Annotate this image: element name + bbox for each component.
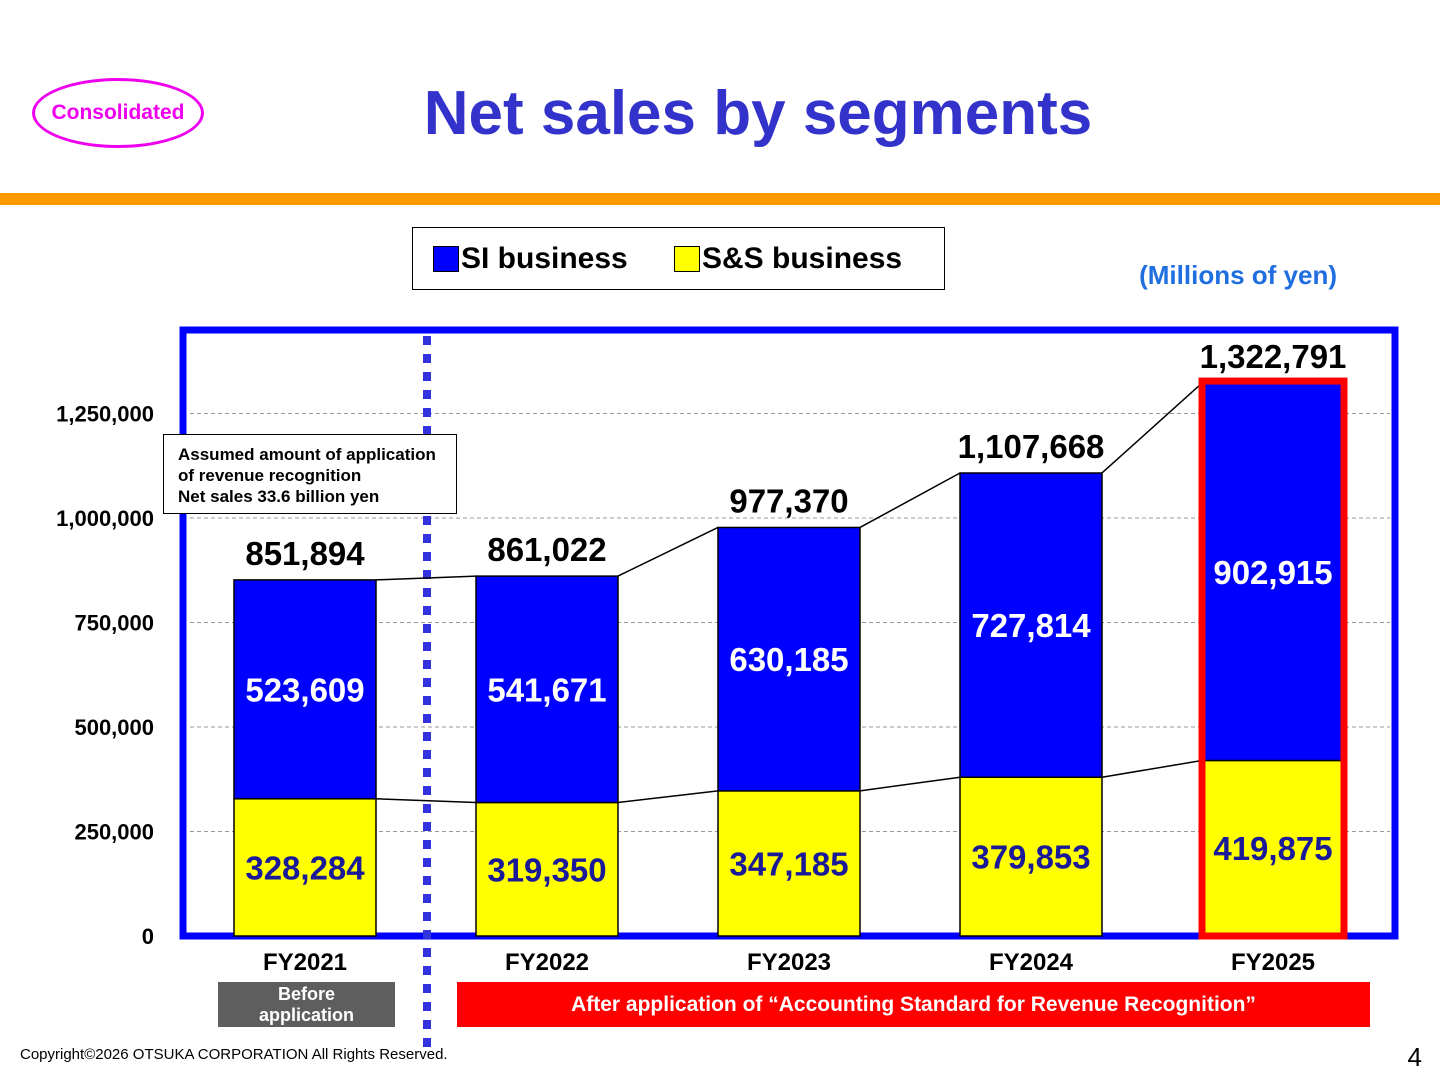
- legend-swatch-si: [433, 246, 459, 272]
- page-title: Net sales by segments: [423, 79, 1093, 148]
- page-number: 4: [1407, 1042, 1422, 1072]
- total-value-label: 851,894: [245, 535, 365, 572]
- legend-item-ss: S&S business: [674, 242, 902, 276]
- copyright: Copyright©2026 OTSUKA CORPORATION All Ri…: [20, 1046, 448, 1063]
- note-line-2: of revenue recognition: [178, 466, 362, 485]
- legend-swatch-ss: [674, 246, 700, 272]
- legend-label-ss: S&S business: [702, 242, 903, 275]
- bar-si-business: [1201, 382, 1345, 762]
- total-connector-line: [375, 575, 477, 581]
- total-value-label: 1,322,791: [1200, 338, 1347, 375]
- total-connector-line: [1101, 382, 1203, 474]
- ss-value-label: 419,875: [1213, 830, 1332, 867]
- bar-si-business: [475, 575, 619, 804]
- total-connector-line: [617, 526, 719, 577]
- before-application-label: Before application: [218, 982, 395, 1027]
- total-value-label: 861,022: [487, 531, 606, 568]
- bar-si-business: [233, 579, 377, 800]
- ss-value-label: 319,350: [487, 851, 606, 888]
- consolidated-badge: Consolidated: [32, 78, 204, 148]
- x-category-label: FY2022: [505, 949, 589, 976]
- si-value-label: 630,185: [729, 641, 848, 678]
- x-category-label: FY2024: [989, 949, 1074, 976]
- si-value-label: 541,671: [487, 671, 606, 708]
- bar-ss-business: [959, 776, 1103, 937]
- after-application-label: After application of “Accounting Standar…: [457, 982, 1370, 1027]
- x-category-label: FY2023: [747, 949, 831, 976]
- y-tick-label: 250,000: [74, 820, 154, 845]
- ss-value-label: 379,853: [971, 839, 1090, 876]
- si-value-label: 902,915: [1213, 554, 1332, 591]
- before-application-text: Before application: [258, 983, 354, 1025]
- x-category-label: FY2025: [1231, 949, 1315, 976]
- ss-value-label: 347,185: [729, 845, 848, 882]
- ss-value-label: 328,284: [245, 849, 365, 886]
- total-value-label: 977,370: [729, 482, 848, 519]
- y-tick-label: 750,000: [74, 611, 154, 636]
- chart-legend: SI business S&S business: [412, 227, 945, 290]
- y-tick-label: 1,250,000: [56, 402, 154, 427]
- y-tick-label: 0: [142, 924, 154, 949]
- ss-connector-line: [859, 776, 961, 792]
- ss-connector-line: [1101, 759, 1203, 778]
- x-category-label: FY2021: [263, 949, 347, 976]
- units-label: (Millions of yen): [1139, 260, 1337, 290]
- y-tick-label: 1,000,000: [56, 506, 154, 531]
- highlight-frame: [1198, 377, 1348, 940]
- legend-item-si: SI business: [433, 242, 628, 276]
- si-value-label: 727,814: [971, 607, 1091, 644]
- bar-ss-business: [1201, 759, 1345, 937]
- total-connector-line: [859, 472, 961, 529]
- title-divider: [0, 193, 1440, 205]
- bar-si-business: [959, 472, 1103, 778]
- ss-connector-line: [375, 798, 477, 804]
- si-value-label: 523,609: [245, 671, 364, 708]
- bar-si-business: [717, 526, 861, 792]
- legend-label-si: SI business: [461, 242, 628, 275]
- y-tick-label: 500,000: [74, 715, 154, 740]
- ss-connector-line: [617, 790, 719, 804]
- note-line-3: Net sales 33.6 billion yen: [178, 487, 380, 506]
- bar-ss-business: [717, 790, 861, 937]
- revenue-recognition-note: Assumed amount of application of revenue…: [163, 434, 457, 514]
- total-value-label: 1,107,668: [958, 428, 1105, 465]
- note-line-1: Assumed amount of application: [178, 445, 436, 464]
